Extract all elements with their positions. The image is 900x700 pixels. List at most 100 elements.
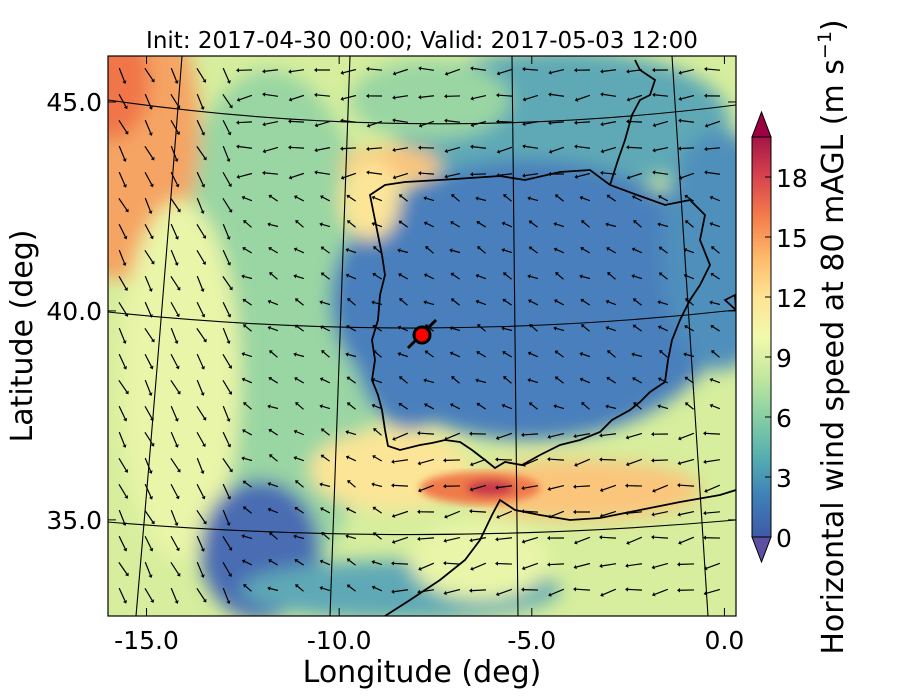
colorbar: 0 3 6 9 12 15 18 Horizontal wind speed at 80 m… xyxy=(751,19,851,655)
wind-vector-shaft xyxy=(452,274,460,280)
wind-vector-shaft xyxy=(343,172,357,179)
wind-vector-shaft xyxy=(348,196,356,202)
wind-vector-head xyxy=(501,221,506,226)
wind-vector-shaft xyxy=(244,300,252,306)
wind-vector-head xyxy=(528,402,533,406)
wind-vector-shaft xyxy=(680,432,695,439)
wind-vector-shaft xyxy=(270,430,279,436)
wind-vector-shaft xyxy=(634,353,643,358)
wind-vector-head xyxy=(242,298,247,303)
wind-vector-shaft xyxy=(712,326,721,332)
wind-vector-head xyxy=(175,495,180,500)
wind-vector-shaft xyxy=(222,171,231,185)
wind-vector-head xyxy=(651,458,655,463)
wind-vector-head xyxy=(581,220,585,224)
wind-vector-head xyxy=(425,246,429,250)
wind-vector-head xyxy=(150,599,155,603)
wind-vector-head xyxy=(391,459,395,464)
wind-vector-shaft xyxy=(196,379,204,394)
wind-vector-head xyxy=(704,123,709,128)
wind-vector-head xyxy=(606,194,611,199)
wind-vector-head xyxy=(392,147,396,153)
map-frame xyxy=(107,55,737,617)
wind-vector-shaft xyxy=(421,67,435,71)
wind-vector-shaft xyxy=(478,379,487,384)
wind-vector-head xyxy=(677,588,681,593)
wind-vector-head xyxy=(267,222,271,227)
wind-vector-head xyxy=(659,350,663,354)
wind-vector-shaft xyxy=(706,459,721,463)
wind-vector-head xyxy=(391,561,395,566)
wind-vector-shaft xyxy=(118,198,128,211)
wind-vector-shaft xyxy=(679,484,695,487)
wind-vector-shaft xyxy=(530,197,539,202)
wind-vector-head xyxy=(293,274,297,279)
wind-vector-head xyxy=(150,260,155,265)
wind-vector-shaft xyxy=(608,223,617,228)
wind-vector-head xyxy=(606,247,610,251)
wind-vector-shaft xyxy=(196,535,204,550)
colorbar-label-exponent: −1 xyxy=(814,31,836,59)
wind-vector-head xyxy=(262,122,266,127)
wind-vector-head xyxy=(346,558,351,563)
wind-vector-head xyxy=(476,402,481,407)
wind-vector-shaft xyxy=(170,535,179,549)
wind-vector-head xyxy=(373,350,377,354)
wind-vector-shaft xyxy=(196,457,203,472)
wind-vector-head xyxy=(340,175,345,180)
wind-vector-shaft xyxy=(196,93,204,108)
wind-vector-shaft xyxy=(629,69,643,73)
wind-vector-shaft xyxy=(394,459,409,463)
wind-vector-head xyxy=(607,350,611,354)
wind-vector-shaft xyxy=(603,93,617,97)
wind-vector-head xyxy=(150,338,155,343)
wind-vector-shaft xyxy=(296,431,305,436)
wind-vector-head xyxy=(651,565,656,570)
wind-vector-head xyxy=(417,461,422,466)
wind-vector-head xyxy=(200,288,205,292)
wind-vector-head xyxy=(475,299,480,304)
wind-vector-shaft xyxy=(222,535,231,549)
wind-vector-shaft xyxy=(660,378,669,384)
wind-vector-shaft xyxy=(244,507,252,514)
wind-vector-shaft xyxy=(323,351,330,358)
wind-vector-head xyxy=(236,174,240,179)
wind-vector-shaft xyxy=(342,147,357,150)
wind-vector-shaft xyxy=(525,145,539,149)
wind-vector-shaft xyxy=(297,585,304,592)
wind-vector-shaft xyxy=(504,327,513,332)
wind-vector-head xyxy=(228,208,233,213)
wind-vector-head xyxy=(200,470,205,474)
wind-vector-head xyxy=(202,235,207,239)
wind-vector-shaft xyxy=(628,536,643,544)
wind-vector-shaft xyxy=(447,146,461,152)
wind-vector-head xyxy=(417,509,421,515)
wind-vector-head xyxy=(600,170,604,176)
wind-vector-shaft xyxy=(196,353,204,368)
wind-vector-head xyxy=(600,121,604,127)
wind-vector-shaft xyxy=(222,301,230,316)
wind-vector-shaft xyxy=(602,563,617,567)
wind-vector-head xyxy=(496,173,500,178)
wind-vector-head xyxy=(202,416,207,421)
wind-vector-shaft xyxy=(471,510,487,513)
wind-vector-head xyxy=(319,222,323,227)
wind-vector-head xyxy=(314,170,318,175)
x-tick-label: 0.0 xyxy=(705,626,745,655)
wind-vector-head xyxy=(625,587,629,592)
wind-vector-shaft xyxy=(244,275,253,280)
wind-vector-shaft xyxy=(420,458,435,464)
wind-vector-shaft xyxy=(447,68,461,75)
wind-vector-head xyxy=(521,539,526,544)
wind-vector-shaft xyxy=(602,433,617,437)
wind-vector-head xyxy=(269,532,273,536)
wind-vector-shaft xyxy=(118,145,126,160)
wind-vector-shaft xyxy=(170,587,178,602)
wind-vector-shaft xyxy=(505,377,512,384)
wind-vector-head xyxy=(626,119,630,124)
wind-vector-head xyxy=(477,324,481,328)
wind-vector-shaft xyxy=(296,535,305,540)
wind-vector-head xyxy=(423,273,428,278)
wind-vector-shaft xyxy=(317,171,331,175)
wind-vector-shaft xyxy=(290,146,305,149)
